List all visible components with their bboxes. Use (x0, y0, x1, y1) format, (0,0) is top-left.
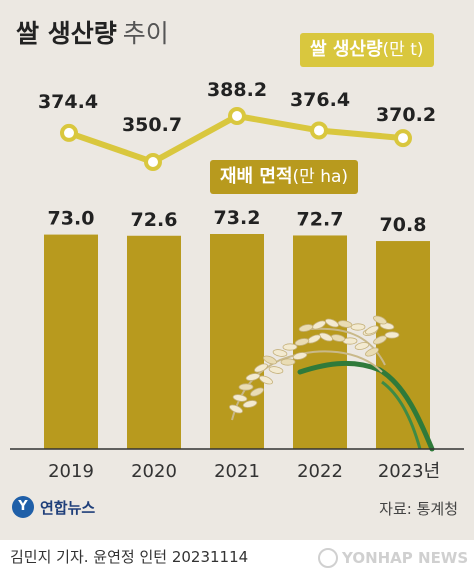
area-value-label: 72.7 (297, 208, 344, 230)
area-value-label: 73.2 (214, 207, 261, 229)
area-bar (44, 234, 98, 449)
rice-grain (272, 349, 288, 357)
watermark-circle-icon (318, 548, 338, 568)
rice-grain (365, 347, 379, 357)
rice-grain (232, 394, 248, 402)
production-point (394, 129, 412, 148)
rice-grain (242, 400, 258, 408)
rice-grain (319, 332, 333, 342)
rice-grain (280, 358, 296, 366)
rice-grain (337, 320, 353, 328)
rice-grain (354, 342, 370, 350)
bars (44, 234, 430, 449)
watermark-text: YONHAP NEWS (342, 549, 469, 567)
area-bar (376, 241, 430, 449)
area-legend-name: 재배 면적 (220, 166, 293, 187)
production-value-label: 370.2 (376, 104, 436, 126)
x-axis-ticks: 2019 2020 2021 2022 2023년 (48, 461, 440, 482)
logo-text: 연합뉴스 (40, 498, 96, 517)
rice-grain (350, 323, 366, 331)
rice-grain (292, 352, 308, 360)
production-value-label: 376.4 (290, 89, 350, 111)
production-line (60, 107, 412, 171)
x-tick-label: 2020 (131, 461, 177, 482)
rice-grain (259, 375, 273, 385)
area-bar (127, 235, 181, 449)
production-value-label: 350.7 (122, 114, 182, 136)
production-point (144, 153, 162, 171)
rice-grain (325, 318, 339, 328)
rice-grain (250, 387, 264, 397)
rice-grain (229, 404, 243, 414)
rice-grain (254, 363, 268, 373)
rice-grain (268, 366, 284, 374)
rice-grain (298, 324, 314, 332)
rice-grain (245, 373, 261, 381)
x-tick-label: 2021 (214, 461, 260, 482)
data-labels: 73.0 72.6 73.2 72.7 70.8 374.4 350.7 388.2 376.4… (38, 79, 436, 236)
rice-grain (282, 343, 298, 351)
area-legend-badge: 재배 면적(만 ha) (210, 160, 359, 194)
production-point (310, 121, 328, 140)
rice-grain (365, 325, 379, 335)
watermark: YONHAP NEWS (318, 548, 468, 568)
x-tick-label: 2023년 (378, 461, 440, 482)
title-sub: 추이 (122, 19, 169, 48)
byline: 김민지 기자. 윤연정 인턴 20231114 (10, 548, 249, 566)
production-value-label: 388.2 (207, 79, 267, 101)
rice-grain (384, 331, 400, 339)
chart: 73.0 72.6 73.2 72.7 70.8 374.4 350.7 388.2 376.4… (10, 79, 464, 482)
production-legend-unit: (만 t) (382, 40, 424, 60)
rice-grain (263, 355, 277, 365)
yonhap-logo: Y 연합뉴스 (12, 496, 95, 518)
production-point (228, 107, 246, 125)
rice-illustration (229, 315, 435, 452)
production-legend-badge: 쌀 생산량(만 t) (300, 33, 434, 67)
rice-grain (238, 383, 254, 391)
area-bar (210, 234, 264, 449)
production-point (60, 123, 78, 142)
title-main: 쌀 생산량 (16, 19, 117, 48)
rice-grain (294, 338, 310, 346)
x-tick-label: 2022 (297, 461, 343, 482)
production-legend-name: 쌀 생산량 (310, 39, 383, 60)
source-note: 자료: 통계청 (379, 500, 458, 518)
rice-grain (373, 315, 387, 325)
chart-title: 쌀 생산량 추이 (16, 14, 169, 50)
rice-stem (381, 380, 422, 450)
area-value-label: 73.0 (48, 208, 95, 230)
logo-mark-icon: Y (12, 496, 34, 518)
area-value-label: 72.6 (131, 209, 178, 231)
area-legend-unit: (만 ha) (292, 167, 349, 187)
x-tick-label: 2019 (48, 461, 94, 482)
area-value-label: 70.8 (380, 214, 427, 236)
production-value-label: 374.4 (38, 91, 98, 113)
